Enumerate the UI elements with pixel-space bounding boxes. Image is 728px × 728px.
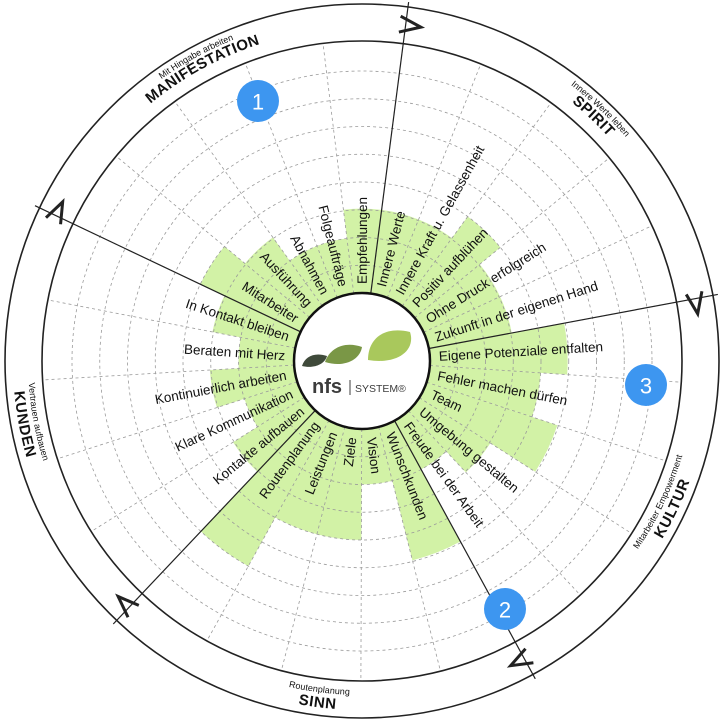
grid-ring bbox=[265, 264, 459, 458]
outer-rings bbox=[4, 1, 720, 719]
segment-fill bbox=[212, 295, 301, 349]
grid-spoke bbox=[414, 157, 610, 319]
segment-fill bbox=[370, 209, 419, 298]
grid-ring bbox=[210, 209, 514, 513]
grid-spoke bbox=[378, 426, 441, 672]
grid-spoke bbox=[360, 428, 363, 681]
segment-fill bbox=[426, 365, 541, 417]
grid-spoke bbox=[408, 410, 581, 596]
segment-fill bbox=[423, 296, 512, 349]
grid-ring bbox=[238, 237, 486, 485]
segment-fill bbox=[402, 216, 501, 318]
chevron-icon bbox=[506, 647, 534, 668]
chevron-icon bbox=[115, 593, 140, 618]
badge-number: 1 bbox=[252, 90, 264, 115]
badge-circle bbox=[237, 80, 279, 122]
segment-fill bbox=[244, 237, 323, 318]
section-subtitle: Routenplanung bbox=[288, 679, 350, 697]
segment-fill bbox=[419, 382, 558, 472]
grid-ring bbox=[182, 181, 542, 541]
section-subtitle-text: Routenplanung bbox=[288, 679, 350, 697]
nfs-logo: nfs SYSTEM® bbox=[292, 291, 432, 431]
section-divider bbox=[370, 1, 410, 294]
badges: 1 2 3 bbox=[237, 80, 667, 630]
segment-fill bbox=[414, 264, 501, 333]
section-divider bbox=[394, 420, 536, 680]
segment-fill bbox=[361, 426, 393, 485]
segment-fill bbox=[289, 246, 338, 306]
segment-label: Beraten mit Herz bbox=[184, 342, 286, 364]
chevron-icon bbox=[398, 14, 426, 34]
segment-fill bbox=[408, 397, 491, 473]
section-title: SINN bbox=[298, 691, 338, 713]
logo-leaf-large bbox=[368, 330, 412, 361]
logo-circle bbox=[292, 291, 432, 431]
segment-fill bbox=[387, 219, 452, 307]
grid-spoke bbox=[91, 396, 305, 532]
segment-fill bbox=[394, 410, 447, 470]
grid-ring bbox=[127, 126, 597, 596]
logo-leaf-medium bbox=[325, 344, 362, 365]
grid-spoke bbox=[42, 364, 295, 381]
segment-fill bbox=[200, 246, 310, 332]
inner-ring bbox=[41, 40, 683, 682]
grid-ring bbox=[99, 98, 625, 624]
chevron-icon bbox=[684, 290, 704, 319]
segment-fill bbox=[209, 365, 298, 408]
grid-spoke bbox=[206, 420, 330, 642]
grid-ring bbox=[154, 153, 570, 569]
badge-number: 2 bbox=[499, 598, 511, 623]
segment-label: Empfehlungen bbox=[355, 197, 370, 284]
section-divider bbox=[34, 205, 301, 333]
segment-label: Ziele bbox=[341, 436, 360, 467]
segment-fill bbox=[244, 381, 305, 427]
grid-spoke bbox=[280, 426, 346, 671]
logo-system: SYSTEM® bbox=[355, 383, 406, 395]
grid-spoke bbox=[244, 62, 338, 298]
segment-fill bbox=[200, 410, 330, 567]
grid-spoke bbox=[322, 43, 355, 294]
segment-fill bbox=[428, 323, 568, 375]
segment-fill bbox=[316, 238, 354, 298]
grid-spoke bbox=[386, 63, 482, 299]
logo-brand: nfs bbox=[312, 376, 342, 398]
value-fills bbox=[200, 208, 568, 567]
grid-spoke bbox=[47, 299, 296, 349]
grid-spoke bbox=[419, 397, 632, 534]
grid-spoke bbox=[115, 155, 311, 318]
badge-circle bbox=[484, 588, 526, 630]
section-divider bbox=[112, 409, 316, 625]
grid-spoke bbox=[423, 225, 653, 333]
grid-spoke bbox=[57, 381, 298, 460]
grid-spoke bbox=[401, 102, 552, 307]
segment-fill bbox=[233, 397, 316, 472]
grid-spoke bbox=[426, 381, 667, 462]
segment-fill bbox=[343, 208, 382, 294]
grid-ring bbox=[71, 70, 653, 652]
segment-fill bbox=[275, 420, 345, 535]
badge-number: 3 bbox=[640, 374, 652, 399]
outer-ring bbox=[4, 3, 720, 719]
segment-label: Vision bbox=[364, 437, 383, 475]
section-title-text: SINN bbox=[298, 691, 337, 713]
segment-fill bbox=[378, 420, 461, 561]
badge-circle bbox=[625, 364, 667, 406]
section-divider bbox=[428, 293, 718, 350]
chevron-icon bbox=[44, 198, 65, 225]
logo-leaf-small bbox=[302, 354, 327, 367]
